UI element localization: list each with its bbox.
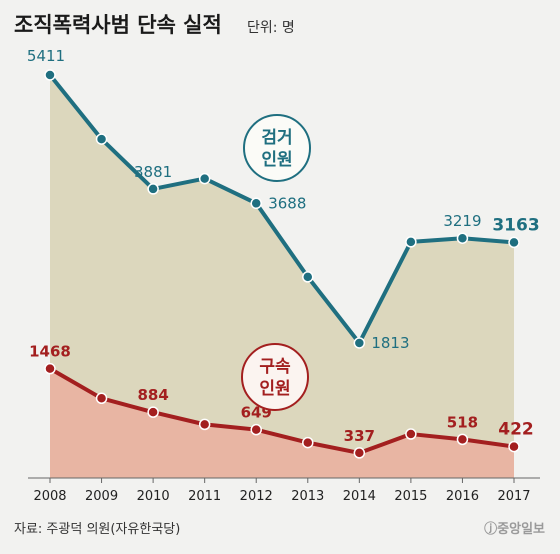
detain-value-label-2016: 518 bbox=[447, 413, 478, 431]
x-tick-label-2010: 2010 bbox=[137, 489, 170, 504]
detain-point-2015 bbox=[405, 428, 417, 440]
x-tick-label-2013: 2013 bbox=[291, 489, 324, 504]
arrest-value-label-2008: 5411 bbox=[27, 47, 65, 65]
source-note: 자료: 주광덕 의원(자유한국당) bbox=[14, 522, 180, 537]
arrest-badge-line1: 검거 bbox=[261, 128, 292, 148]
x-tick-label-2017: 2017 bbox=[497, 489, 530, 504]
x-tick-label-2016: 2016 bbox=[446, 489, 479, 504]
detain-value-label-2014: 337 bbox=[344, 427, 375, 445]
arrest-value-label-2016: 3219 bbox=[443, 212, 481, 230]
unit-label: 단위: 명 bbox=[247, 20, 295, 36]
arrest-badge-line2: 인원 bbox=[261, 150, 292, 170]
x-tick-label-2009: 2009 bbox=[85, 489, 118, 504]
x-tick-label-2015: 2015 bbox=[394, 489, 427, 504]
arrest-point-2008 bbox=[44, 69, 56, 81]
chart-title: 조직폭력사범 단속 실적 bbox=[14, 13, 222, 37]
point-layer bbox=[44, 69, 520, 459]
arrest-point-2009 bbox=[95, 133, 108, 145]
detain-badge-circle bbox=[241, 343, 309, 411]
arrest-point-2015 bbox=[405, 236, 417, 248]
detain-point-2016 bbox=[456, 433, 469, 446]
arrest-value-label-2017: 3163 bbox=[492, 215, 539, 235]
detain-point-2012 bbox=[250, 423, 262, 436]
arrest-point-2014 bbox=[353, 337, 366, 349]
detain-value-label-2008: 1468 bbox=[29, 343, 71, 361]
arrest-point-2013 bbox=[302, 271, 314, 283]
x-tick-label-2011: 2011 bbox=[188, 489, 221, 504]
detain-point-2008 bbox=[44, 362, 56, 375]
line-layer bbox=[48, 73, 515, 455]
arrest-line bbox=[48, 73, 515, 345]
x-tick-label-2012: 2012 bbox=[240, 489, 273, 504]
detain-point-2011 bbox=[198, 418, 211, 431]
arrest-point-2010 bbox=[147, 183, 159, 195]
detain-badge-line2: 인원 bbox=[259, 379, 290, 399]
arrest-point-2012 bbox=[250, 197, 262, 210]
detain-point-2013 bbox=[302, 436, 314, 449]
arrest-value-label-2012: 3688 bbox=[268, 194, 306, 212]
arrest-point-2016 bbox=[456, 232, 469, 244]
detain-point-2009 bbox=[95, 392, 108, 405]
arrest-badge-circle bbox=[243, 114, 311, 182]
arrest-value-label-2014: 1813 bbox=[371, 334, 409, 352]
detain-point-2010 bbox=[147, 406, 159, 418]
arrest-series-badge: 검거 인원 bbox=[243, 114, 311, 182]
area-layer bbox=[50, 74, 514, 479]
arrest-area bbox=[50, 74, 514, 479]
detain-value-label-2017: 422 bbox=[498, 420, 534, 440]
arrest-point-2017 bbox=[508, 236, 520, 249]
detain-badge-line1: 구속 bbox=[259, 357, 291, 377]
arrest-point-2011 bbox=[198, 172, 211, 185]
detain-area bbox=[50, 368, 514, 478]
detain-series-badge: 구속 인원 bbox=[241, 343, 309, 411]
x-tick-label-2008: 2008 bbox=[33, 489, 66, 504]
detain-point-2014 bbox=[353, 447, 366, 459]
detain-line bbox=[49, 366, 515, 455]
x-tick-layer: 2008 2009 2010 2011 2012 2013 2014 2015 2016 2017 bbox=[33, 478, 531, 504]
x-tick-label-2014: 2014 bbox=[343, 489, 376, 504]
arrest-value-label-2010: 3881 bbox=[134, 163, 172, 181]
detain-value-label-2010: 884 bbox=[137, 386, 168, 404]
detain-point-2017 bbox=[508, 440, 520, 453]
publisher-logo: ⓙ중앙일보 bbox=[484, 521, 545, 537]
